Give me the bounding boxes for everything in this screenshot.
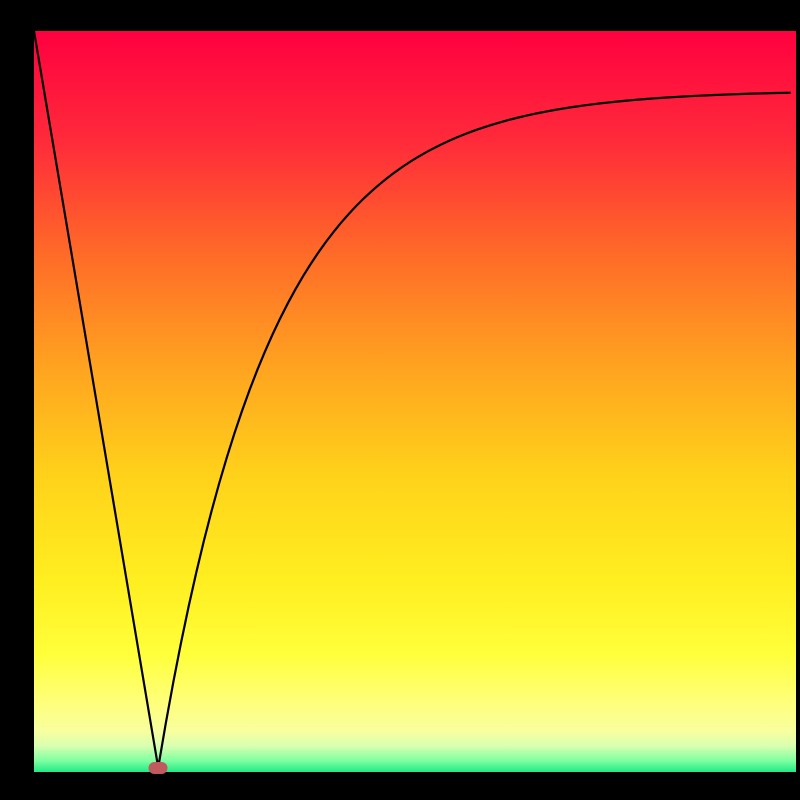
frame-right — [796, 0, 800, 800]
frame-left — [0, 0, 34, 800]
minimum-marker — [149, 762, 168, 774]
chart-container: TheBottleneck.com — [0, 0, 800, 800]
gradient-background — [34, 31, 796, 772]
plot-area — [34, 31, 796, 772]
frame-top — [0, 0, 800, 31]
frame-bottom — [0, 772, 800, 800]
